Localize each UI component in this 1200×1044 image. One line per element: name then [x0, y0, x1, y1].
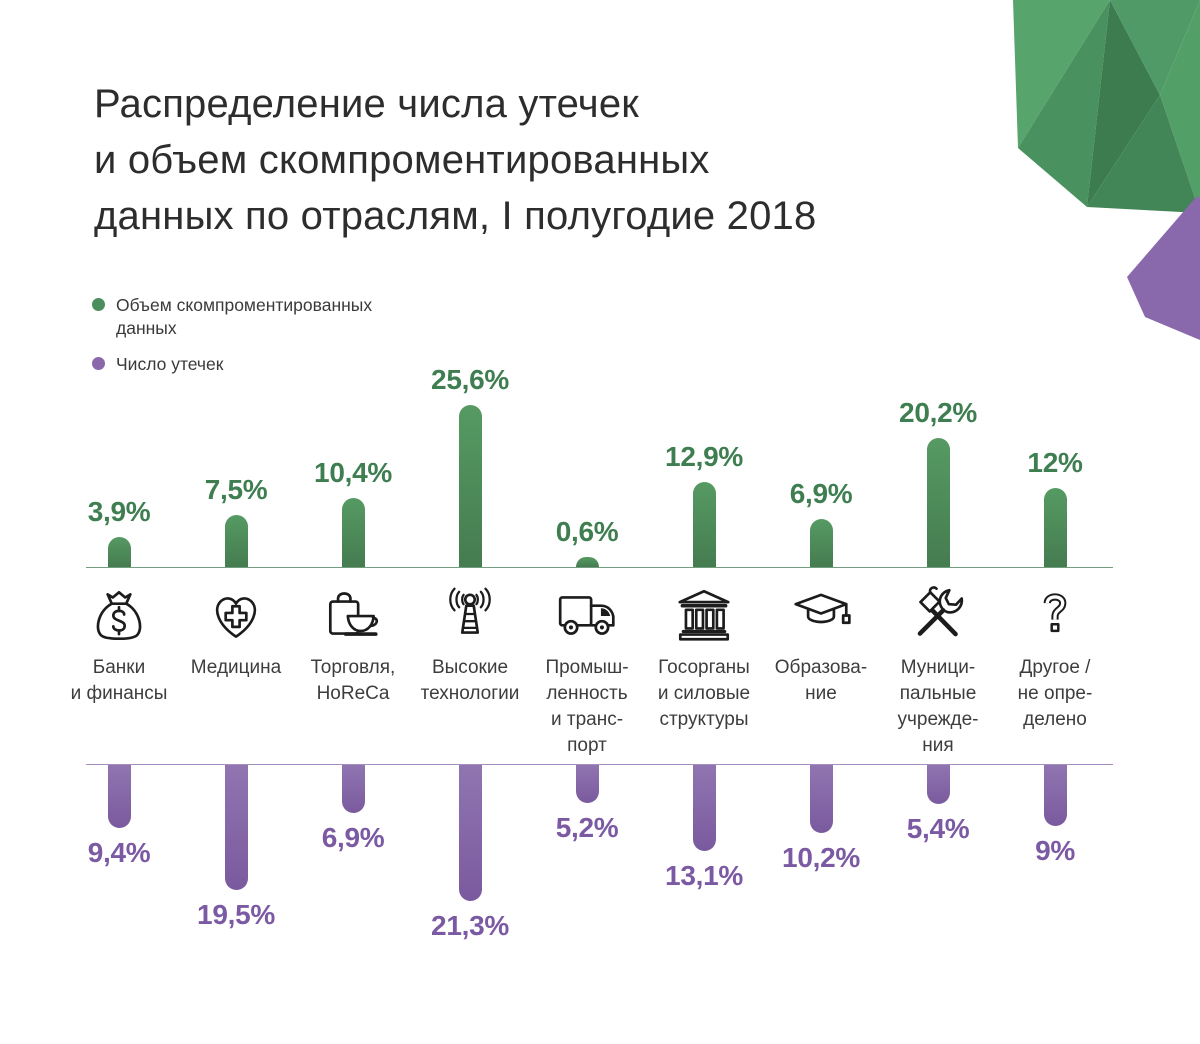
legend: Объем скомпроментированных данных Число … [92, 294, 372, 389]
category-label: Промыш- ленность и транс- порт [545, 657, 629, 756]
volume-bar [224, 515, 248, 567]
leaks-bar [809, 765, 833, 833]
leaks-bar [692, 765, 716, 851]
volume-bar [692, 482, 716, 567]
volume-value-label: 12,9% [665, 441, 743, 472]
leaks-value-label: 13,1% [665, 860, 743, 891]
category-column: 0,6% Промыш- ленность и транс- порт 5,2% [527, 0, 647, 1044]
medicine-heart-icon [203, 582, 269, 648]
volume-value-label: 6,9% [789, 478, 853, 509]
shopping-bag-coffee-icon [320, 582, 386, 648]
money-bag-icon [86, 582, 152, 648]
legend-dot-count-icon [92, 357, 105, 370]
category-label: Торговля, HoReCa [310, 657, 396, 704]
volume-axis-line [86, 567, 1113, 568]
leaks-value-label: 5,4% [906, 813, 970, 844]
leaks-bar [1043, 765, 1067, 826]
leaks-value-label: 9,4% [87, 837, 151, 868]
volume-bar [575, 557, 599, 567]
category-column: 25,6% Высокие технологии 21,3% [410, 0, 530, 1044]
legend-item-count: Число утечек [92, 353, 372, 376]
category-column: 6,9% Образова- ние 10,2% [761, 0, 881, 1044]
category-label: Образова- ние [774, 657, 868, 704]
leaks-value-label: 21,3% [431, 910, 509, 941]
category-label: Другое / не опре- делено [1017, 657, 1093, 730]
volume-bar [926, 438, 950, 567]
corner-decoration [1013, 0, 1200, 340]
government-building-icon [671, 582, 737, 648]
category-label: Муници- пальные учрежде- ния [897, 657, 979, 756]
hammer-wrench-icon [905, 582, 971, 648]
legend-label-count: Число утечек [116, 354, 224, 374]
leaks-value-label: 10,2% [782, 842, 860, 873]
volume-value-label: 12% [1027, 447, 1083, 478]
volume-bar [458, 405, 482, 567]
leaks-value-label: 9% [1035, 835, 1075, 866]
volume-value-label: 7,5% [204, 474, 268, 505]
leaks-value-label: 5,2% [555, 812, 619, 843]
category-column: 3,9% Банки и финансы 9,4% [59, 0, 179, 1044]
leaks-axis-line [86, 764, 1113, 765]
leaks-bar [458, 765, 482, 901]
volume-bar [107, 537, 131, 567]
legend-item-volume: Объем скомпроментированных данных [92, 294, 372, 340]
category-label: Банки и финансы [70, 657, 168, 704]
volume-value-label: 10,4% [314, 457, 392, 488]
volume-bar [341, 498, 365, 567]
category-label: Госорганы и силовые структуры [657, 657, 751, 730]
volume-value-label: 25,6% [431, 364, 509, 395]
volume-value-label: 3,9% [87, 496, 151, 527]
category-column: 12,9% Госорганы и силовые структуры 13,1% [644, 0, 764, 1044]
legend-dot-volume-icon [92, 298, 105, 311]
category-column: 10,4% Торговля, HoReCa 6,9% [293, 0, 413, 1044]
graduation-cap-icon [788, 582, 854, 648]
category-column: 12% Другое / не опре- делено 9% [995, 0, 1115, 1044]
volume-value-label: 20,2% [899, 397, 977, 428]
category-label: Медицина [190, 657, 282, 678]
leaks-bar [341, 765, 365, 813]
radio-antenna-icon [437, 582, 503, 648]
leaks-bar [926, 765, 950, 804]
category-column: 7,5% Медицина 19,5% [176, 0, 296, 1044]
legend-label-volume: Объем скомпроментированных данных [116, 295, 373, 338]
volume-bar [809, 519, 833, 567]
leaks-value-label: 19,5% [197, 899, 275, 930]
volume-bar [1043, 488, 1067, 567]
leaks-bar [575, 765, 599, 803]
page-title: Распределение числа утечек и объем скомп… [94, 82, 817, 238]
question-mark-icon [1022, 582, 1088, 648]
leaks-bar [107, 765, 131, 828]
category-label: Высокие технологии [420, 657, 520, 704]
leaks-value-label: 6,9% [321, 822, 385, 853]
volume-value-label: 0,6% [555, 516, 619, 547]
leaks-bar [224, 765, 248, 890]
category-column: 20,2% Муници- пальные учрежде- ния 5,4% [878, 0, 998, 1044]
truck-icon [554, 582, 620, 648]
